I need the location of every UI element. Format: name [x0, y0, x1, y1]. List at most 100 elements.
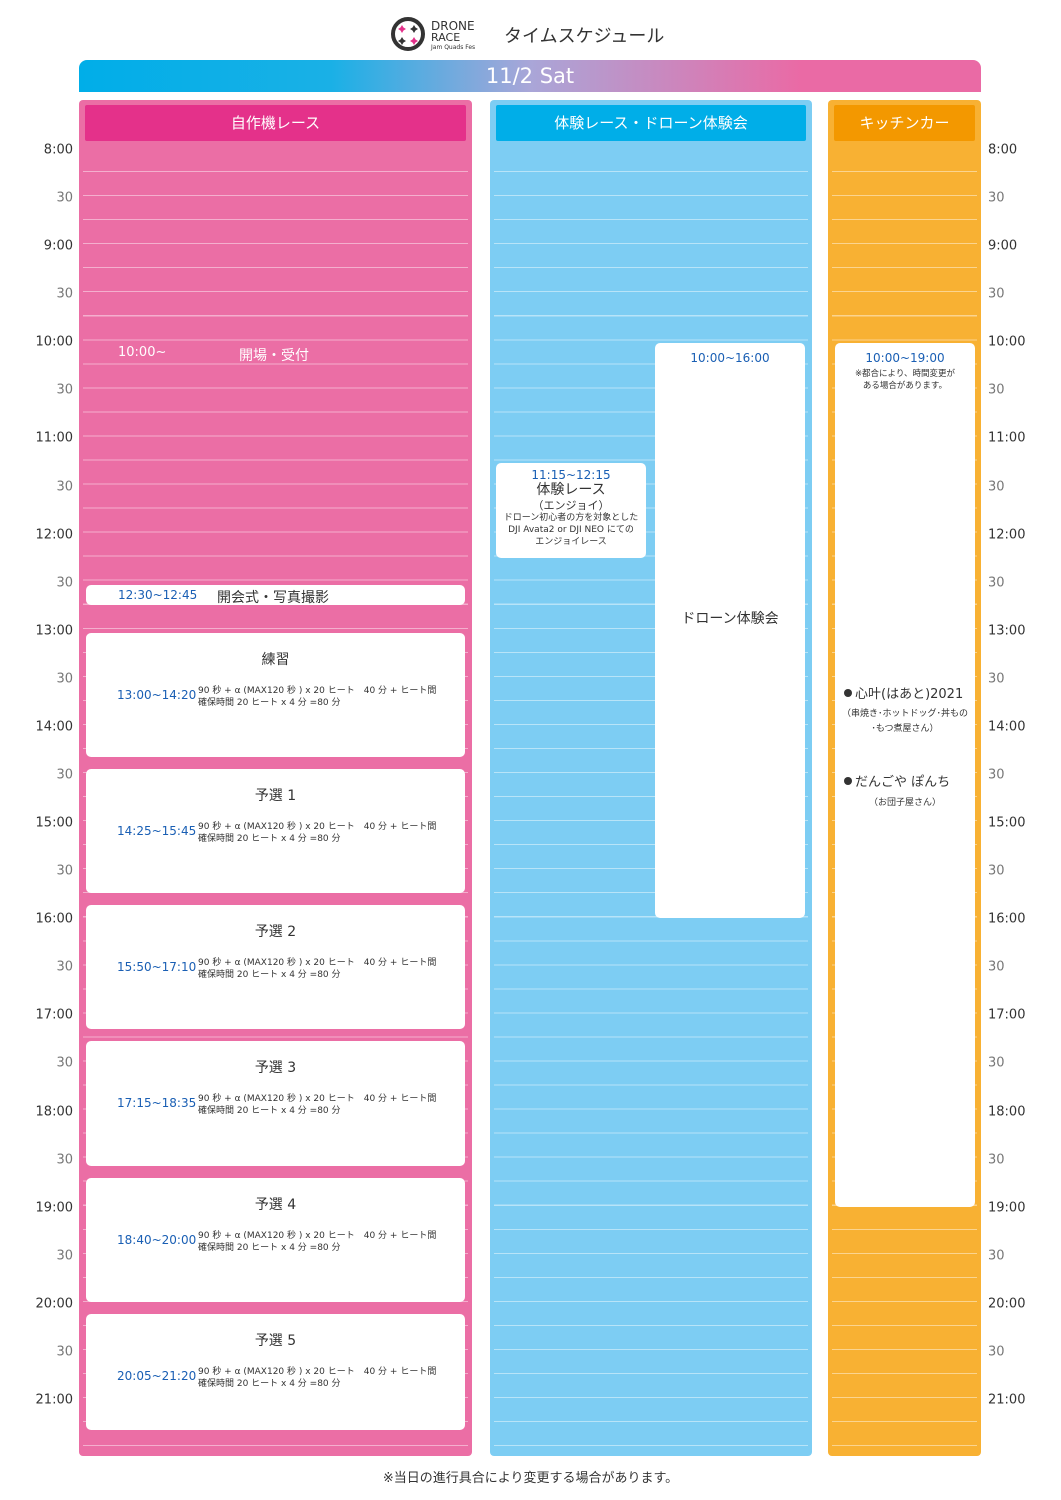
time-label: 9:00	[988, 238, 1018, 254]
session-block: 予選 1 14:25~15:45 90 秒 + α (MAX120 秒 ) x …	[86, 768, 465, 894]
time-label: 30	[56, 575, 73, 591]
experience-race-desc: DJI Avata2 or DJI NEO にての	[508, 525, 634, 536]
time-label: 18:00	[988, 1104, 1026, 1119]
session-title: 予選 3	[254, 1060, 297, 1077]
session-detail: 確保時間 20 ヒート x 4 分 =80 分	[198, 697, 341, 708]
session-detail: 確保時間 20 ヒート x 4 分 =80 分	[198, 970, 341, 981]
kitchen-note: ある場合があります。	[862, 381, 948, 392]
time-label: 30	[988, 1344, 1005, 1360]
time-label: 9:00	[43, 238, 73, 254]
session-detail: 確保時間 20 ヒート x 4 分 =80 分	[198, 1378, 341, 1389]
time-label: 17:00	[988, 1007, 1026, 1023]
time-label: 30	[988, 1152, 1005, 1168]
session-detail: 90 秒 + α (MAX120 秒 ) x 20 ヒート 40 分 + ヒート…	[198, 685, 437, 696]
vendor-desc: ･もつ煮屋さん）	[871, 724, 939, 735]
time-label: 18:00	[35, 1104, 73, 1119]
time-label: 21:00	[35, 1392, 73, 1408]
session-detail: 確保時間 20 ヒート x 4 分 =80 分	[198, 1242, 341, 1253]
time-label: 30	[56, 959, 73, 975]
time-label: 30	[988, 382, 1005, 398]
page-title: タイムスケジュール	[504, 26, 665, 47]
time-label: 30	[988, 286, 1005, 302]
bullet-icon	[844, 689, 852, 698]
time-label: 30	[988, 190, 1005, 206]
drone-experience-time: 10:00~16:00	[690, 351, 770, 366]
time-label: 17:00	[35, 1007, 73, 1023]
time-label: 20:00	[988, 1296, 1026, 1312]
kitchen-note: ※都合により、時間変更が	[854, 369, 956, 380]
session-detail: 確保時間 20 ヒート x 4 分 =80 分	[198, 833, 341, 844]
time-label: 30	[56, 1344, 73, 1360]
time-label: 30	[56, 1152, 73, 1168]
session-title: 予選 4	[254, 1196, 297, 1213]
time-label: 30	[56, 671, 73, 687]
session-time: 14:25~15:45	[117, 823, 197, 838]
vendor-name: だんごや ぽんち	[855, 775, 951, 791]
time-label: 15:00	[988, 815, 1026, 831]
session-time: 15:50~17:10	[117, 960, 197, 975]
session-time: 20:05~21:20	[117, 1368, 197, 1383]
opening-time: 10:00~	[118, 345, 167, 360]
time-label: 30	[988, 1055, 1005, 1071]
time-label: 11:00	[35, 430, 73, 446]
time-label: 8:00	[988, 142, 1018, 158]
session-time: 13:00~14:20	[117, 687, 197, 702]
time-label: 30	[56, 190, 73, 206]
experience-race-desc: ドローン初心者の方を対象とした	[503, 513, 639, 524]
drone-race-logo: DRONE RACE Jam Quads Fes	[390, 14, 486, 54]
time-label: 13:00	[35, 623, 73, 639]
time-label: 12:00	[988, 527, 1026, 543]
session-detail: 90 秒 + α (MAX120 秒 ) x 20 ヒート 40 分 + ヒート…	[198, 821, 437, 832]
ceremony-block: 12:30~12:45 開会式・写真撮影	[86, 584, 465, 606]
ceremony-label: 開会式・写真撮影	[217, 589, 329, 606]
session-block: 予選 5 20:05~21:20 90 秒 + α (MAX120 秒 ) x …	[86, 1313, 465, 1430]
time-label: 19:00	[988, 1200, 1026, 1216]
time-label: 30	[56, 286, 73, 302]
experience-race-block: 11:15~12:15 体験レース （エンジョイ） ドローン初心者の方を対象とし…	[496, 463, 646, 558]
time-label: 20:00	[35, 1296, 73, 1312]
time-label: 30	[56, 1248, 73, 1264]
vendor-2: だんごや ぽんち （お団子屋さん）	[835, 771, 975, 808]
time-label: 16:00	[988, 911, 1026, 927]
date-banner: 11/2 Sat	[79, 60, 981, 92]
time-label: 30	[988, 767, 1005, 783]
time-label: 21:00	[988, 1392, 1026, 1408]
time-label: 10:00	[35, 334, 73, 350]
vendor-name: 心叶(はあと)2021	[855, 687, 964, 703]
svg-text:RACE: RACE	[431, 31, 460, 44]
ceremony-time: 12:30~12:45	[118, 587, 198, 602]
time-label: 12:00	[35, 527, 73, 543]
time-label: 30	[988, 1248, 1005, 1264]
drone-experience-title: ドローン体験会	[681, 611, 779, 628]
kitchen-time: 10:00~19:00	[865, 351, 945, 366]
experience-race-time: 11:15~12:15	[531, 468, 611, 483]
vendor-1: 心叶(はあと)2021 （串焼き･ホットドッグ･丼もの ･もつ煮屋さん）	[835, 683, 975, 737]
session-block: 予選 3 17:15~18:35 90 秒 + α (MAX120 秒 ) x …	[86, 1041, 465, 1166]
session-detail: 90 秒 + α (MAX120 秒 ) x 20 ヒート 40 分 + ヒート…	[198, 1230, 437, 1241]
time-label: 30	[988, 575, 1005, 591]
session-title: 予選 5	[254, 1332, 297, 1349]
time-label: 15:00	[35, 815, 73, 831]
session-time: 17:15~18:35	[117, 1096, 197, 1111]
time-label: 11:00	[988, 430, 1026, 446]
time-label: 30	[988, 959, 1005, 975]
session-time: 18:40~20:00	[117, 1232, 197, 1247]
session-title: 予選 1	[254, 787, 297, 804]
svg-text:Jam Quads Fes: Jam Quads Fes	[430, 44, 475, 51]
svg-text:DRONE: DRONE	[431, 19, 475, 33]
time-label: 30	[988, 863, 1005, 879]
time-label: 30	[56, 1055, 73, 1071]
time-label: 13:00	[988, 623, 1026, 639]
session-detail: 確保時間 20 ヒート x 4 分 =80 分	[198, 1106, 341, 1117]
time-label: 16:00	[35, 911, 73, 927]
session-block: 予選 2 15:50~17:10 90 秒 + α (MAX120 秒 ) x …	[86, 905, 465, 1030]
time-label: 30	[56, 382, 73, 398]
footer-note: ※当日の進行具合により変更する場合があります。	[382, 1471, 679, 1486]
session-block: 練習 13:00~14:20 90 秒 + α (MAX120 秒 ) x 20…	[86, 632, 465, 757]
time-label: 30	[988, 671, 1005, 687]
bullet-icon	[844, 777, 852, 786]
time-label: 10:00	[988, 334, 1026, 350]
time-label: 8:00	[43, 142, 73, 158]
drone-experience-block: 10:00~16:00 ドローン体験会	[655, 343, 805, 919]
vendor-desc: （串焼き･ホットドッグ･丼もの	[841, 709, 968, 720]
